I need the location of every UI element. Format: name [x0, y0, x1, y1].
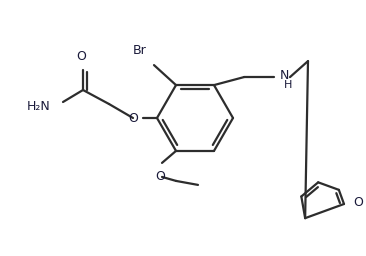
Text: O: O: [353, 197, 363, 209]
Text: O: O: [155, 170, 165, 183]
Text: O: O: [128, 112, 138, 124]
Text: H: H: [284, 80, 292, 90]
Text: N: N: [280, 69, 290, 82]
Text: H₂N: H₂N: [27, 100, 51, 112]
Text: Br: Br: [133, 44, 147, 57]
Text: O: O: [76, 50, 86, 63]
